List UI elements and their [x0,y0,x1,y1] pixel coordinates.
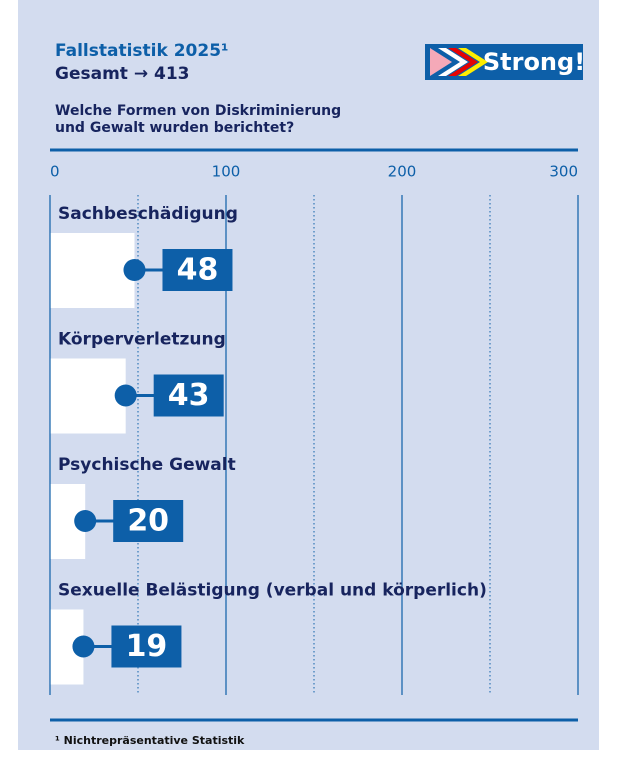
x-tick-label: 300 [549,163,578,181]
value-label: 19 [126,629,168,664]
value-label: 48 [177,253,219,288]
logo-chevron [438,48,468,76]
category-label: Psychische Gewalt [58,455,236,475]
value-box [113,500,184,542]
value-box [153,374,224,417]
bar-end-dot [72,635,95,658]
bar [50,233,135,308]
question: und Gewalt wurden berichtet? [55,120,294,136]
value-label: 43 [168,378,210,413]
value-box [111,625,182,668]
x-tick-label: 0 [50,163,60,181]
bar-end-dot [114,384,137,407]
question: Welche Formen von Diskriminierung [55,103,341,119]
value-box [162,249,233,291]
chart-subtitle: Gesamt → 413 [55,64,189,84]
bar-end-dot [74,510,97,532]
value-label: 20 [127,504,169,539]
logo-chevron [430,48,452,76]
category-label: Körperverletzung [58,330,226,350]
bar [50,358,126,434]
logo-chevron [448,48,478,76]
bar-end-dot [123,259,146,281]
category-label: Sachbeschädigung [58,204,238,224]
chart-title: Fallstatistik 2025¹ [55,41,228,61]
category-label: Sexuelle Belästigung (verbal und körperl… [58,581,487,601]
x-tick-label: 200 [388,163,417,181]
logo-chevron [458,48,488,76]
logo-text: Strong! [483,48,585,76]
x-tick-label: 100 [212,163,241,181]
footnote: ¹ Nichtrepräsentative Statistik [55,734,245,747]
logo: Strong! [425,44,585,80]
